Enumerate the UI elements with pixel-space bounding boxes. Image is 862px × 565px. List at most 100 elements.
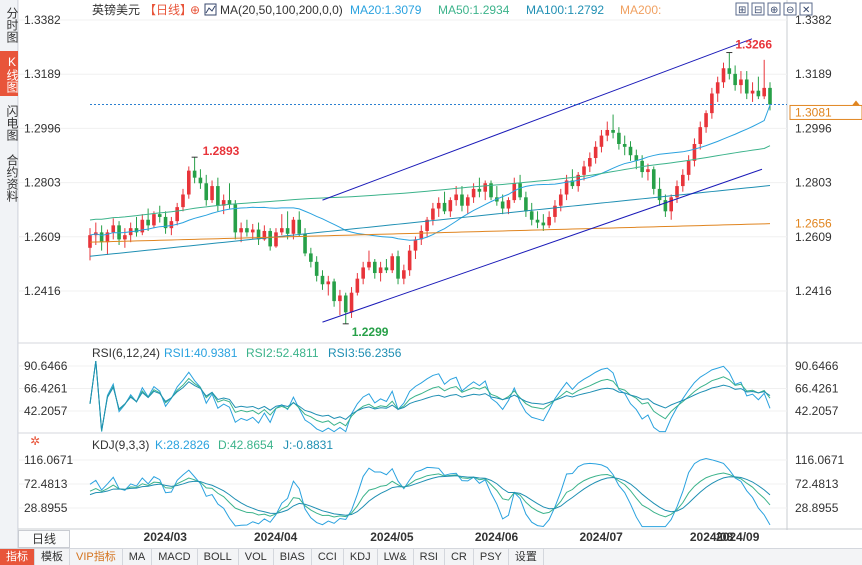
kdj-j-line (89, 457, 771, 528)
period-button[interactable]: 日线 (18, 530, 70, 548)
candle-body (634, 155, 639, 161)
left-tab-3[interactable]: 合约资料 (5, 154, 19, 202)
kdj-tick-left: 72.4813 (24, 477, 68, 491)
bottom-tab-7[interactable]: BIAS (274, 549, 312, 565)
rsi-tick-right: 66.4261 (795, 382, 839, 396)
bottom-tab-5[interactable]: BOLL (198, 549, 239, 565)
price-tick-right: 1.3189 (795, 67, 832, 81)
candle-body (500, 201, 505, 209)
local-high-annotation: 1.2893 (203, 144, 240, 158)
bottom-tab-6[interactable]: VOL (239, 549, 274, 565)
candle-body (216, 186, 220, 206)
candle-body (221, 200, 226, 206)
x-tick-label: 2024/07 (579, 530, 623, 544)
x-tick-label: 2024/09 (716, 530, 760, 544)
bottom-tab-14[interactable]: 设置 (509, 549, 544, 565)
zoom-out-icon[interactable] (783, 2, 797, 16)
candle-body (704, 113, 708, 128)
bottom-tab-9[interactable]: KDJ (344, 549, 378, 565)
rsi-title: RSI(6,12,24) (92, 346, 160, 360)
rsi3-value: RSI3:56.2356 (328, 346, 402, 360)
ma200-price-label: 1.2656 (795, 217, 832, 231)
candle-body (436, 202, 441, 209)
current-price-marker-icon (852, 100, 860, 106)
rsi-tick-left: 66.4261 (24, 382, 68, 396)
x-tick-label: 2024/06 (475, 530, 519, 544)
left-tab-1[interactable]: K线图 (0, 51, 19, 96)
bottom-tab-4[interactable]: MACD (152, 549, 198, 565)
period-label: 【日线】 (144, 3, 192, 17)
expand-icon[interactable] (735, 2, 749, 16)
rsi3-line (89, 360, 771, 431)
candle-body (378, 267, 383, 274)
zoom-out-icon-glyph: ⊖ (786, 5, 794, 16)
bottom-tab-11[interactable]: RSI (414, 549, 445, 565)
candle-body (233, 204, 238, 233)
candle-body (750, 90, 755, 94)
price-tick-left: 1.2609 (24, 230, 61, 244)
candle-body (465, 197, 470, 206)
candle-body (343, 295, 348, 313)
x-tick-label: 2024/04 (254, 530, 298, 544)
candle-body (262, 230, 267, 240)
indicator-icon[interactable] (204, 3, 217, 16)
candle-body (338, 295, 342, 302)
indicator-tab-bar: 指标 模板 VIP指标 MA MACD BOLL VOL BIAS CCI KDJ LW& RSI CR… (0, 548, 862, 565)
candle-body (419, 230, 424, 240)
candle-body (279, 228, 284, 233)
candle-body (628, 146, 633, 156)
kdj-tick-right: 28.8955 (795, 501, 839, 515)
candle-body (518, 183, 522, 198)
candle-body (407, 250, 412, 271)
bottom-tab-10[interactable]: LW& (378, 549, 414, 565)
bottom-tab-1[interactable]: 模板 (35, 549, 70, 565)
candle-body (431, 208, 435, 220)
bottom-tab-3[interactable]: MA (123, 549, 153, 565)
candle-body (651, 169, 656, 189)
candle-body (320, 275, 325, 285)
candle-body (483, 183, 488, 192)
candle-body (762, 87, 766, 97)
left-tab-2[interactable]: 闪电图 (5, 104, 19, 141)
kdj-j-value: J:-0.8831 (283, 438, 333, 452)
x-tick-label: 2024/03 (144, 530, 188, 544)
candle-body (402, 270, 406, 279)
candle-body (134, 228, 139, 233)
channel-upper-line (322, 38, 753, 201)
candle-body (721, 68, 726, 83)
candle-body (169, 221, 174, 229)
bottom-tab-2[interactable]: VIP指标 (70, 549, 123, 565)
bottom-tab-0[interactable]: 指标 (0, 549, 35, 565)
rsi1-value: RSI1:40.9381 (164, 346, 238, 360)
candle-body (460, 194, 464, 206)
candle-body (692, 143, 697, 161)
kdj-d-line (89, 475, 771, 516)
x-tick-label: 2024/05 (370, 530, 414, 544)
candle-body (123, 235, 127, 240)
candle-body (367, 261, 371, 268)
candle-body (622, 143, 627, 147)
candle-body (175, 207, 179, 222)
kdj-settings-icon[interactable]: ✲ (30, 434, 40, 448)
candle-body (297, 219, 302, 234)
candle-body (710, 93, 714, 114)
shrink-icon[interactable] (751, 2, 765, 16)
chart-canvas[interactable]: 1.3382 1.3382 1.3189 1.3189 1.2996 1.2996 1.28… (18, 0, 862, 548)
expand-icon-glyph: ⊞ (738, 5, 746, 16)
candle-body (768, 87, 772, 105)
candle-body (355, 278, 360, 293)
zoom-in-icon[interactable] (767, 2, 781, 16)
candle-body (512, 183, 517, 201)
left-tab-0[interactable]: 分时图 (5, 6, 19, 43)
candle-body (303, 233, 307, 254)
symbol-label: 英镑美元 (92, 2, 140, 17)
candle-body (698, 127, 703, 144)
ma50-legend: MA50:1.2934 (438, 3, 510, 17)
price-tick-right: 1.3382 (795, 13, 832, 27)
bottom-tab-12[interactable]: CR (445, 549, 474, 565)
bottom-tab-8[interactable]: CCI (312, 549, 344, 565)
bottom-tab-13[interactable]: PSY (474, 549, 509, 565)
close-icon[interactable] (799, 2, 813, 16)
candle-body (663, 200, 668, 212)
settings-icon[interactable]: ⊕ (190, 3, 200, 17)
